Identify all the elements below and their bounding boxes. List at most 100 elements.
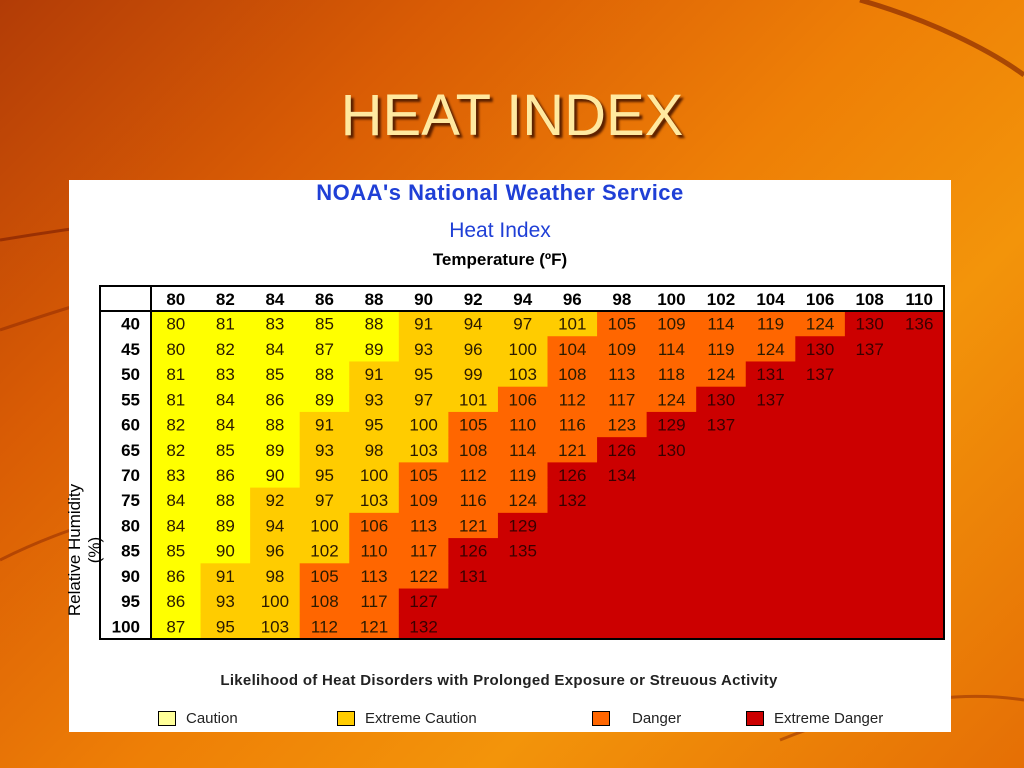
humidity-label: 55 — [121, 390, 140, 409]
heat-value: 126 — [459, 542, 487, 561]
heat-cell — [547, 538, 598, 564]
heat-cell — [745, 512, 796, 539]
heat-value: 137 — [707, 416, 735, 435]
legend-extreme-caution: Extreme Caution — [337, 709, 477, 727]
heat-value: 101 — [558, 315, 586, 334]
heat-cell — [745, 311, 796, 337]
temperature-header: 88 — [365, 290, 384, 309]
heat-cell — [696, 538, 747, 564]
heat-value: 113 — [360, 567, 387, 586]
heat-value: 114 — [658, 340, 685, 359]
heat-value: 126 — [608, 441, 636, 460]
heat-value: 90 — [265, 466, 284, 485]
heat-cell — [299, 386, 350, 413]
heat-value: 87 — [166, 617, 185, 636]
heat-cell — [299, 361, 350, 388]
heat-value: 119 — [509, 466, 536, 485]
humidity-label: 65 — [121, 441, 140, 460]
temperature-header: 84 — [265, 290, 284, 309]
heat-cell — [795, 462, 846, 489]
heat-value: 129 — [657, 416, 685, 435]
heat-value: 116 — [460, 491, 487, 510]
heat-value: 91 — [216, 567, 235, 586]
humidity-label: 60 — [121, 416, 140, 435]
heat-value: 93 — [315, 441, 334, 460]
heat-value: 105 — [608, 315, 636, 334]
humidity-label: 100 — [112, 617, 140, 636]
heat-value: 95 — [216, 617, 235, 636]
heat-value: 105 — [310, 567, 338, 586]
heat-cell — [844, 563, 895, 590]
heat-cell — [349, 361, 400, 388]
heat-cell — [646, 311, 697, 337]
heat-cell — [844, 336, 895, 362]
heat-value: 112 — [311, 617, 338, 636]
heat-cell — [795, 538, 846, 564]
heat-cell — [696, 386, 747, 413]
heat-cell — [497, 487, 548, 514]
heat-value: 86 — [265, 390, 284, 409]
heat-cell — [646, 462, 697, 489]
heat-value: 88 — [315, 365, 334, 384]
heat-value: 137 — [756, 390, 784, 409]
heat-cell — [349, 487, 400, 514]
heat-value: 113 — [410, 516, 437, 535]
heat-value: 103 — [261, 617, 289, 636]
heat-cell — [745, 411, 796, 438]
heat-cell — [745, 462, 796, 489]
heat-cell — [646, 563, 697, 590]
heat-value: 86 — [216, 466, 235, 485]
heat-value: 109 — [409, 491, 437, 510]
heat-cell — [497, 411, 548, 438]
heat-cell — [795, 386, 846, 413]
heat-index-chart-panel: NOAA's National Weather Service Heat Ind… — [65, 180, 951, 732]
humidity-label: 45 — [121, 340, 140, 359]
humidity-label: 75 — [121, 491, 140, 510]
heat-cell — [646, 512, 697, 539]
heat-cell — [547, 361, 598, 388]
heat-cell — [299, 538, 350, 564]
heat-cell — [250, 487, 301, 514]
heat-cell — [448, 613, 499, 640]
heat-cell — [151, 563, 202, 590]
heat-value: 100 — [310, 516, 338, 535]
heat-cell — [894, 487, 945, 514]
heat-value: 84 — [265, 340, 284, 359]
heat-cell — [646, 336, 697, 362]
heat-cell — [696, 462, 747, 489]
heat-cell — [398, 563, 449, 590]
heat-value: 121 — [558, 441, 586, 460]
heat-value: 132 — [558, 491, 586, 510]
heat-value: 100 — [509, 340, 537, 359]
heat-cell — [795, 588, 846, 615]
heat-cell — [844, 361, 895, 388]
heat-cell — [547, 588, 598, 615]
heat-value: 88 — [216, 491, 235, 510]
heat-value: 84 — [166, 491, 185, 510]
legend-label-extreme-danger: Extreme Danger — [774, 709, 884, 727]
heat-value: 82 — [166, 416, 185, 435]
heat-value: 98 — [365, 441, 384, 460]
heat-cell — [547, 487, 598, 514]
heat-cell — [448, 311, 499, 337]
legend-swatch-caution — [158, 710, 176, 726]
heat-cell — [349, 311, 400, 337]
heat-cell — [151, 462, 202, 489]
heat-cell — [597, 538, 648, 564]
heat-cell — [844, 311, 895, 337]
heat-value: 100 — [261, 592, 289, 611]
heat-cell — [646, 588, 697, 615]
heat-value: 84 — [216, 416, 235, 435]
temperature-header: 104 — [756, 290, 785, 309]
heat-value: 106 — [509, 390, 537, 409]
humidity-label: 70 — [121, 466, 140, 485]
legend-swatch-extreme-danger — [746, 710, 764, 726]
heat-value: 108 — [459, 441, 487, 460]
heat-cell — [398, 462, 449, 489]
heat-cell — [349, 411, 400, 438]
heat-value: 94 — [464, 315, 483, 334]
heat-cell — [398, 538, 449, 564]
humidity-label: 40 — [121, 315, 140, 334]
heat-cell — [299, 512, 350, 539]
heat-value: 84 — [166, 516, 185, 535]
